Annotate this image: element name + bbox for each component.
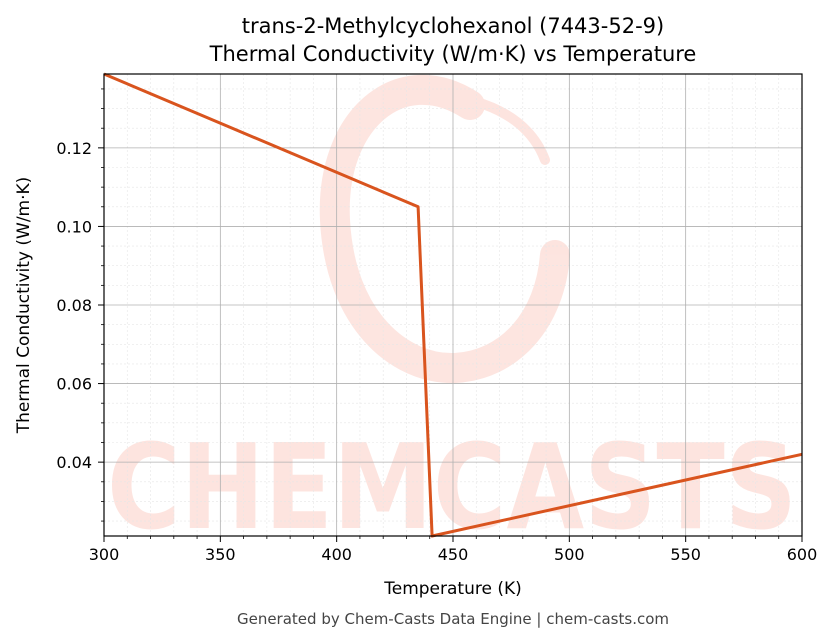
- watermark-text: CHEMCASTS: [107, 418, 797, 556]
- axis-ticks: [98, 88, 803, 542]
- x-tick-label: 450: [438, 545, 469, 564]
- x-axis-label: Temperature (K): [383, 579, 522, 599]
- x-tick-label: 400: [321, 545, 352, 564]
- chart-subtitle: Thermal Conductivity (W/m·K) vs Temperat…: [209, 42, 697, 66]
- watermark-logo: CHEMCASTS: [107, 74, 797, 556]
- x-tick-label: 600: [787, 545, 818, 564]
- y-tick-label: 0.04: [56, 453, 92, 472]
- y-axis-label: Thermal Conductivity (W/m·K): [14, 177, 34, 435]
- chart-title: trans-2-Methylcyclohexanol (7443-52-9): [242, 14, 664, 38]
- y-tick-label: 0.12: [56, 139, 92, 158]
- series-layer: [103, 72, 803, 538]
- x-tick-label: 550: [670, 545, 701, 564]
- x-tick-label: 300: [89, 545, 120, 564]
- y-tick-label: 0.10: [56, 217, 92, 236]
- x-axis-tick-labels: 300 350 400 450 500 550 600: [89, 545, 818, 564]
- x-tick-label: 500: [554, 545, 585, 564]
- series-line: [103, 72, 803, 538]
- y-tick-label: 0.06: [56, 375, 92, 394]
- footer-credit: Generated by Chem-Casts Data Engine | ch…: [237, 610, 669, 628]
- x-tick-label: 350: [205, 545, 236, 564]
- y-tick-label: 0.08: [56, 296, 92, 315]
- y-axis-tick-labels: 0.04 0.06 0.08 0.10 0.12: [56, 139, 92, 472]
